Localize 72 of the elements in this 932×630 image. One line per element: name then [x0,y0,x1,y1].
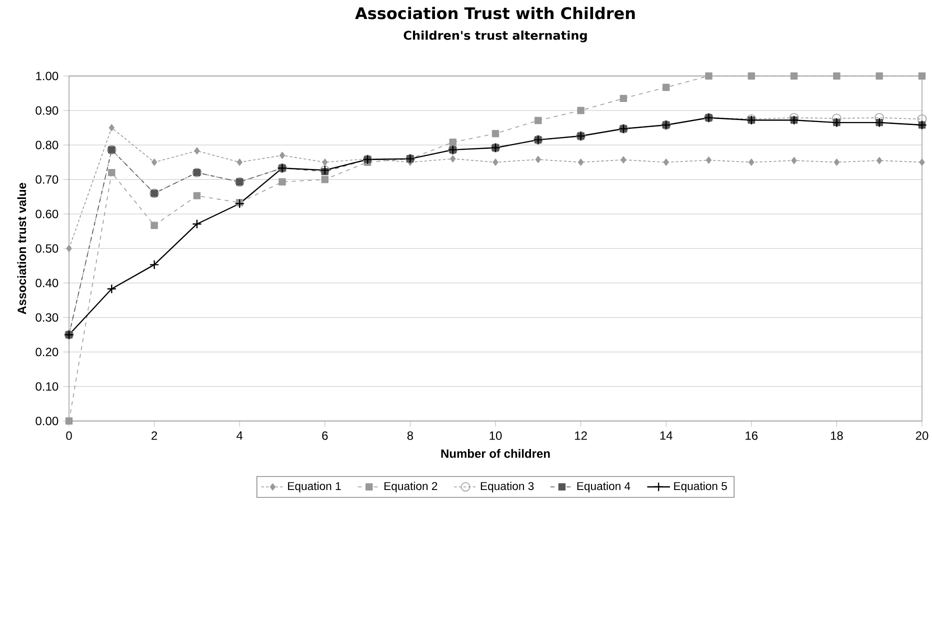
point [748,158,754,166]
legend-label: Equation 5 [674,482,727,492]
point [321,176,328,184]
y-tick-label: 0.90 [36,106,58,115]
y-tick-label: 1.00 [36,72,58,80]
legend-label: Equation 2 [384,482,438,492]
point [322,158,328,166]
point [535,156,541,164]
x-tick-label: 2 [152,431,158,440]
x-tick-label: 14 [660,431,672,440]
y-tick-label: 0.70 [36,175,58,184]
point [918,72,926,80]
y-tick-label: 0.60 [36,210,58,218]
point [662,84,670,91]
y-tick-label: 0.50 [36,244,58,253]
point [876,72,883,80]
y-tick-label: 0.10 [36,382,58,391]
point [150,222,158,229]
x-tick-label: 6 [322,431,328,440]
x-tick-label: 16 [746,431,758,440]
point [108,168,116,176]
point [193,192,201,200]
x-tick-label: 18 [830,431,843,440]
x-tick-label: 0 [66,431,72,440]
point [278,178,286,186]
point [108,124,114,132]
point [919,158,925,166]
point [748,72,756,80]
legend-label: Equation 1 [288,482,341,492]
point [152,158,158,166]
y-tick-label: 0.40 [36,278,58,288]
point [279,152,286,159]
chart-subtitle: Children's trust alternating [404,30,587,42]
legend-label: Equation 3 [480,482,534,492]
point [790,72,798,80]
point [236,158,242,166]
y-tick-label: 0.20 [36,348,58,356]
point [194,147,200,154]
point [577,106,584,114]
point [833,72,840,80]
point [620,156,626,164]
point [192,219,202,229]
x-tick-label: 4 [236,431,243,440]
y-tick-label: 0.80 [36,140,58,150]
point [66,244,72,252]
chart-title: Association Trust with Children [355,6,635,20]
point [791,156,797,164]
point [876,156,882,164]
y-axis-title: Association trust value [17,182,26,314]
x-tick-label: 12 [575,431,587,440]
point [449,138,456,146]
x-axis-title: Number of children [441,449,550,458]
point [578,158,584,166]
point [620,94,628,102]
point [65,417,73,425]
point [663,158,669,166]
point [450,155,456,162]
point [149,260,160,270]
x-tick-label: 20 [916,431,928,440]
point [534,116,542,124]
point [106,284,117,294]
point [234,198,244,209]
x-tick-label: 8 [407,431,414,440]
point [706,156,712,164]
legend-label: Equation 4 [577,482,630,492]
point [834,158,840,166]
point [492,158,498,166]
y-tick-label: 0.00 [36,416,58,426]
x-tick-label: 10 [490,431,502,440]
y-tick-label: 0.30 [36,313,58,322]
point [705,72,712,80]
point [492,130,500,138]
